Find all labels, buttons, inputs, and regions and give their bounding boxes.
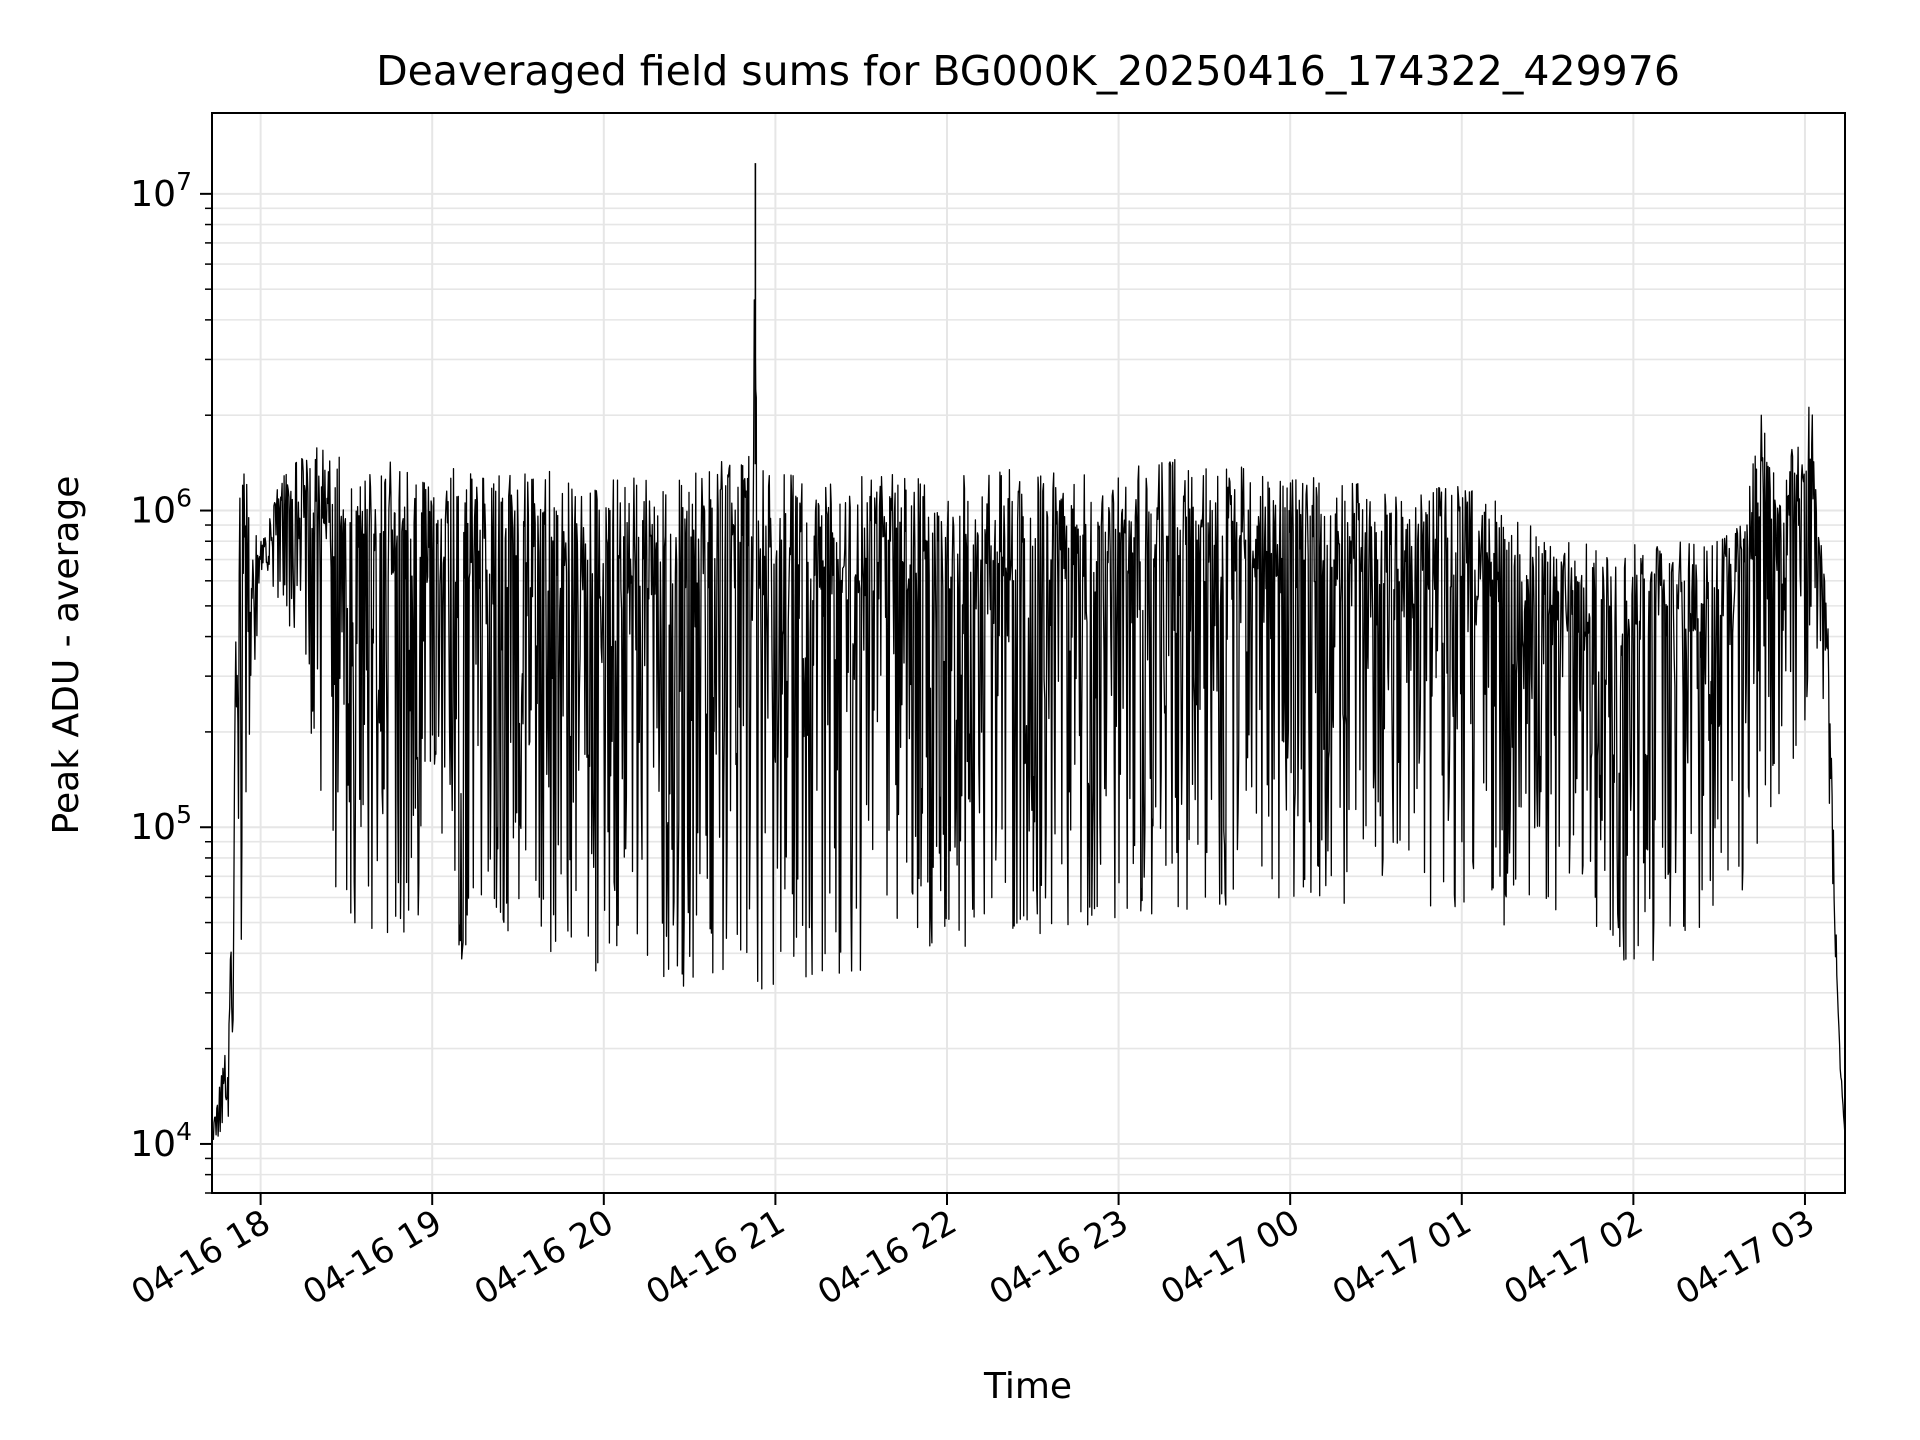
y-tick-label: 104 [130,1117,192,1165]
plot-area [211,163,1846,1140]
y-tick-label: 105 [130,800,192,848]
y-tick-label: 106 [130,484,192,532]
y-axis: 104 105 106 107 [130,167,212,1194]
x-axis-label: Time [983,1366,1072,1407]
y-axis-label: Peak ADU - average [46,476,87,835]
series-line [211,299,1846,1140]
grid [212,113,1845,1194]
y-tick-label: 107 [130,167,192,215]
chart-title: Deaveraged field sums for BG000K_2025041… [376,47,1680,95]
plot-frame [211,112,1846,1194]
